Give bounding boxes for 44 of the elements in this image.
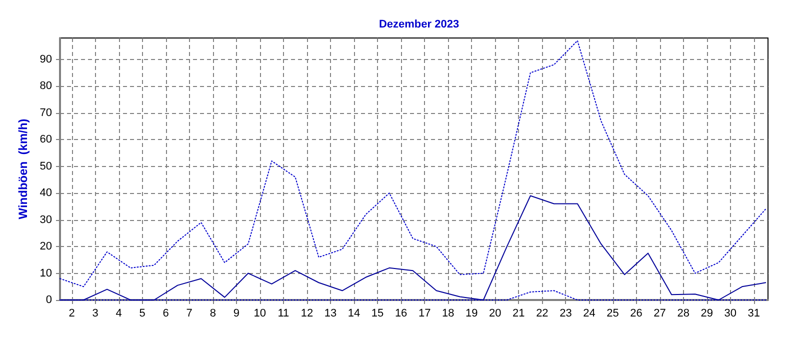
y-tick-label: 80 — [40, 80, 52, 92]
line-series — [60, 40, 766, 288]
x-tick-label: 21 — [512, 308, 525, 320]
x-tick-label: 6 — [162, 308, 169, 320]
y-tick-label: 0 — [46, 294, 52, 306]
y-tick-label: 90 — [40, 53, 52, 66]
x-tick-label: 25 — [606, 308, 619, 320]
x-tick-label: 29 — [700, 308, 713, 320]
y-tick-label: 10 — [40, 267, 52, 280]
y-tick-label: 20 — [40, 240, 52, 253]
x-tick-label: 22 — [536, 308, 548, 320]
chart-title: Dezember 2023 — [378, 18, 460, 30]
x-tick-label: 10 — [254, 308, 266, 320]
x-tick-label: 26 — [630, 308, 642, 320]
x-tick-label: 28 — [677, 308, 690, 320]
x-tick-label: 23 — [560, 308, 572, 320]
x-tick-label: 14 — [348, 308, 360, 320]
x-tick-label: 12 — [300, 308, 314, 320]
y-tick-label: 60 — [40, 134, 52, 146]
x-tick-label: 11 — [278, 308, 290, 320]
y-tick-label: 70 — [40, 106, 52, 119]
y-tick-label: 50 — [40, 160, 52, 172]
x-tick-label: 9 — [233, 308, 240, 320]
x-tick-label: 16 — [394, 308, 408, 320]
x-tick-label: 18 — [442, 308, 454, 320]
x-tick-label: 30 — [724, 308, 736, 320]
y-axis-title: Windböen (km/h) — [16, 118, 30, 220]
x-tick-label: 8 — [210, 308, 216, 320]
x-tick-label: 4 — [116, 308, 122, 320]
x-tick-label: 5 — [139, 308, 146, 320]
y-tick-label: 30 — [40, 214, 52, 226]
x-tick-label: 13 — [324, 308, 337, 320]
x-tick-label: 19 — [466, 308, 478, 320]
x-tick-label: 2 — [68, 308, 75, 320]
x-tick-label: 15 — [371, 308, 384, 320]
y-tick-label: 40 — [40, 187, 52, 200]
x-tick-label: 7 — [186, 308, 192, 320]
x-tick-label: 3 — [92, 308, 98, 320]
line-series — [60, 195, 766, 300]
x-tick-label: 24 — [583, 308, 596, 320]
x-tick-label: 31 — [748, 308, 760, 320]
x-tick-label: 17 — [418, 308, 431, 320]
x-tick-label: 20 — [489, 308, 502, 320]
x-tick-label: 27 — [654, 308, 666, 320]
